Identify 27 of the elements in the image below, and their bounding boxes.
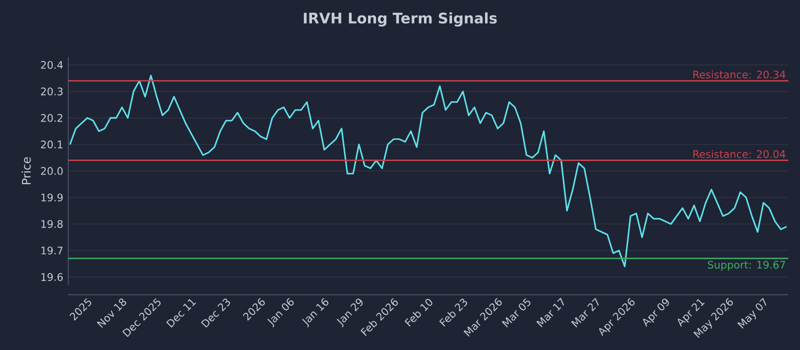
y-tick-label: 19.9 [41,194,63,202]
x-tick-label: Feb 10 [404,298,432,327]
x-tick-label: Mar 27 [571,298,599,328]
x-tick-label: Apr 21 [678,299,705,327]
x-tick-label: Mar 05 [502,298,530,328]
ref-line-label: Support: 19.67 [708,260,786,271]
y-tick-label: 20.3 [41,87,63,96]
y-tick-label: 20.4 [41,60,63,69]
x-tick-label: Apr 09 [643,298,669,327]
y-tick-label: 20.1 [41,140,62,148]
x-tick-label: Jan 06 [267,298,294,328]
x-tick-label: Jan 16 [302,298,328,328]
x-tick-label: Jan 29 [336,298,363,328]
y-axis-title: Price [22,157,31,184]
y-tick-label: 19.8 [41,220,63,228]
x-tick-label: Dec 11 [166,298,196,328]
ref-line-label: Resistance: 20.04 [693,150,786,158]
y-tick-label: 19.7 [41,246,62,254]
x-tick-label: Nov 18 [96,298,126,328]
y-tick-label: 20.0 [41,167,63,175]
ref-line-label: Resistance: 20.34 [693,70,786,78]
x-tick-label: Feb 23 [439,298,468,327]
y-tick-label: 20.2 [41,114,62,122]
x-tick-label: Mar 17 [536,298,564,328]
y-tick-label: 19.6 [41,273,63,281]
chart-title: IRVH Long Term Signals [304,12,497,27]
x-tick-label: Dec 23 [200,298,230,328]
